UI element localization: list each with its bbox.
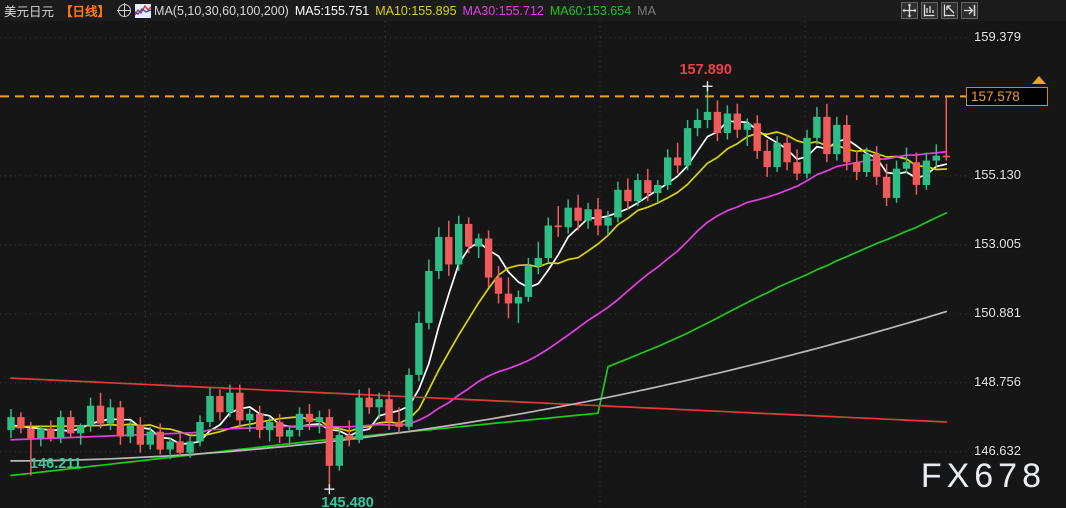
price-tick-label: 148.756: [974, 373, 1021, 389]
move-crosshair-tool[interactable]: [901, 2, 918, 19]
price-tick-label: 150.881: [974, 304, 1021, 320]
low-annotation-mid: 145.480: [321, 495, 374, 508]
period-label: 【日线】: [60, 5, 111, 19]
align-right-tool[interactable]: [941, 2, 958, 19]
price-tick-label: 153.005: [974, 235, 1021, 251]
last-price-tag: 157.578: [966, 87, 1048, 107]
ma5-value: MA5:155.751: [294, 3, 370, 18]
scroll-end-tool[interactable]: [961, 2, 978, 19]
price-tick-label: 146.632: [974, 442, 1021, 458]
high-annotation: 157.890: [679, 62, 732, 79]
price-tick-label: 155.130: [974, 166, 1021, 182]
ma60-value: MA60:153.654: [549, 3, 632, 18]
crosshair-circle-icon[interactable]: [117, 3, 132, 17]
price-tick-label: 159.379: [974, 28, 1021, 44]
ma10-value: MA10:155.895: [375, 3, 457, 18]
chart-toolbar: [901, 2, 978, 19]
candlestick-canvas: [0, 21, 966, 508]
price-plot[interactable]: 157.890 146.211 145.480: [0, 21, 966, 508]
watermark: FX678: [920, 457, 1046, 495]
ma30-value: MA30:155.712: [462, 3, 544, 18]
ma-formula: MA(5,10,30,60,100,200): [154, 3, 289, 18]
align-left-tool[interactable]: [921, 2, 938, 19]
chart-header: 美元日元 【日线】 MA(5,10,30,60,100,200) MA5:155…: [0, 0, 1066, 21]
ma-trailing-label: MA: [637, 3, 656, 18]
symbol-name: 美元日元: [4, 5, 55, 19]
price-axis[interactable]: 157.578 159.379 155.130 153.005 150.881 148.…: [966, 21, 1066, 508]
last-price-arrow: [1032, 76, 1046, 85]
mini-chart-icon[interactable]: [135, 3, 152, 18]
low-annotation-left: 146.211: [30, 456, 82, 473]
